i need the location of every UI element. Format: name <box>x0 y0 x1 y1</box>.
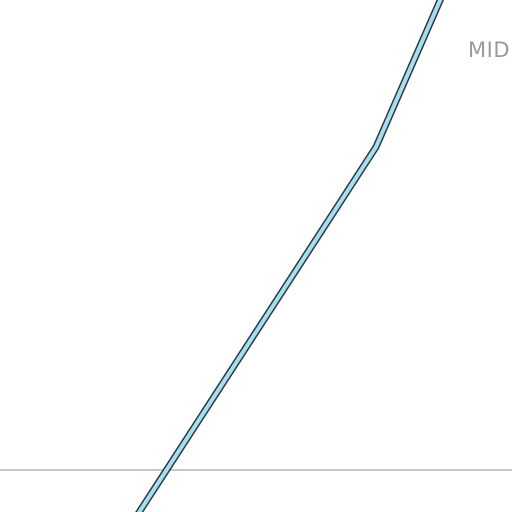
route[interactable] <box>135 0 445 512</box>
route-line[interactable] <box>136 0 443 512</box>
route-casing <box>135 0 445 512</box>
place-label: MID <box>468 38 510 62</box>
